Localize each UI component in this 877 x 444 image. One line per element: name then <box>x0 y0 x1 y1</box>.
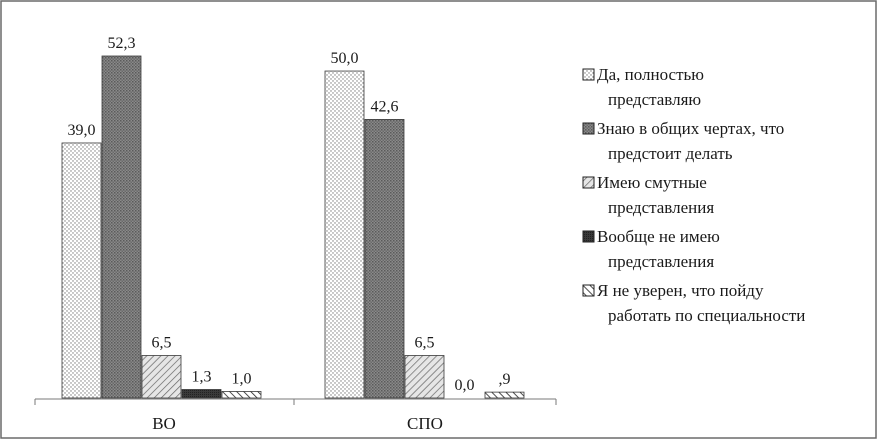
legend-swatch <box>582 230 595 243</box>
legend-label: Знаю в общих чертах, что <box>597 119 784 138</box>
data-label: 50,0 <box>331 50 359 67</box>
legend-label: представляю <box>608 90 701 109</box>
bar-vo-series-5 <box>221 391 262 399</box>
bar-vo-series-2 <box>101 55 142 399</box>
data-label: 1,3 <box>192 368 212 385</box>
data-label: 6,5 <box>152 334 172 351</box>
legend-swatch <box>582 68 595 81</box>
bar-spo-series-2 <box>364 119 405 399</box>
x-tick-label: СПО <box>407 414 443 433</box>
legend-swatch <box>582 176 595 189</box>
bars-layer <box>61 55 525 399</box>
bar-spo-series-5 <box>484 391 525 399</box>
legend-label: Да, полностью <box>597 65 704 84</box>
x-tick-label: ВО <box>152 414 176 433</box>
data-label: 39,0 <box>68 122 96 139</box>
legend-label: работать по специальности <box>608 306 805 325</box>
bar-vo-series-3 <box>141 355 182 399</box>
data-label: 42,6 <box>371 98 399 115</box>
legend-swatch <box>582 284 595 297</box>
legend-label: предстоит делать <box>608 144 733 163</box>
data-label: ,9 <box>499 371 511 388</box>
data-label: 1,0 <box>232 370 252 387</box>
legend-label: представления <box>608 252 714 271</box>
x-axis: ВО СПО <box>34 398 557 433</box>
legend-label: Я не уверен, что пойду <box>597 281 764 300</box>
legend: Да, полностью представляю Знаю в общих чер… <box>582 65 805 325</box>
legend-label: представления <box>608 198 714 217</box>
bar-spo-series-1 <box>324 70 365 399</box>
bar-spo-series-3 <box>404 355 445 399</box>
data-label: 52,3 <box>108 35 136 52</box>
legend-label: Имею смутные <box>597 173 707 192</box>
bar-vo-series-1 <box>61 142 102 399</box>
bar-vo-series-4 <box>181 389 222 399</box>
data-label: 6,5 <box>415 334 435 351</box>
legend-swatch <box>582 122 595 135</box>
data-labels-layer: 39,0 52,3 6,5 1,3 1,0 50,0 42,6 6,5 0,0 ,9 <box>68 35 511 394</box>
data-label: 0,0 <box>455 377 475 394</box>
legend-label: Вообще не имею <box>597 227 720 246</box>
